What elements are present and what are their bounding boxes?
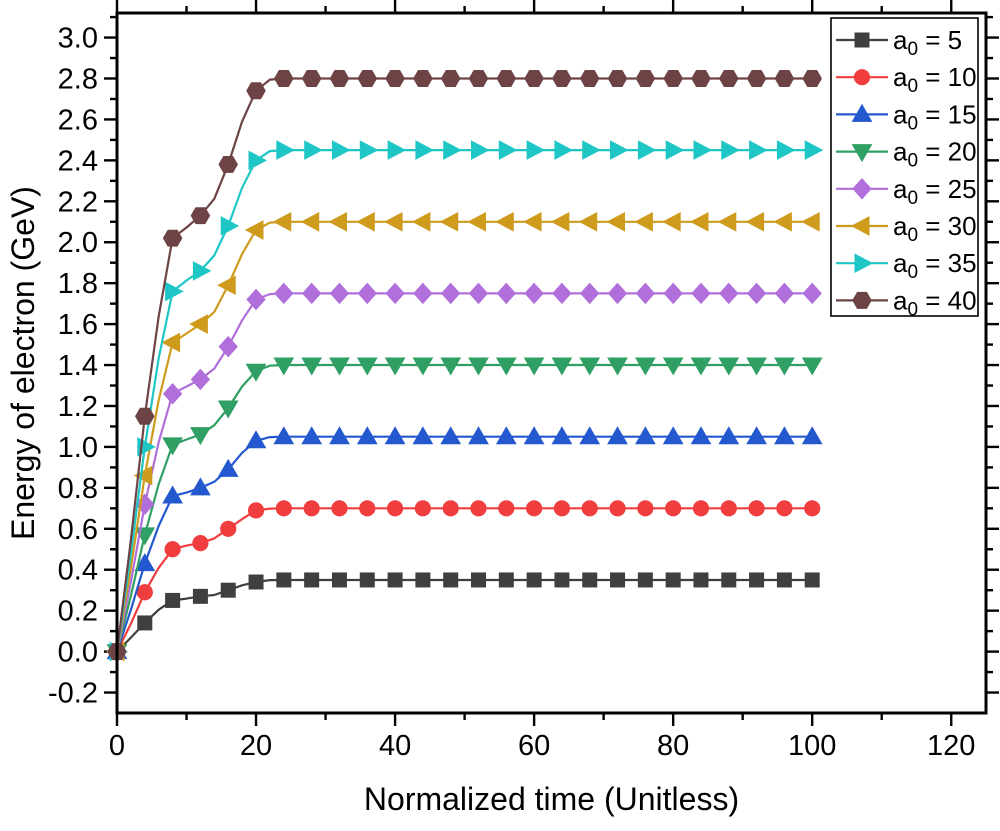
series-a0-30 [105, 211, 820, 662]
svg-text:0.6: 0.6 [58, 514, 98, 546]
svg-text:60: 60 [518, 730, 550, 762]
svg-text:2.6: 2.6 [58, 104, 98, 136]
y-tick-labels: -0.2 0.0 0.2 0.4 0.6 0.8 1.0 1.2 1.4 1.6 1.8 2.0 2.2… [48, 23, 98, 710]
svg-text:2.4: 2.4 [58, 145, 98, 177]
svg-text:0.2: 0.2 [58, 596, 98, 628]
series-a0-40 [107, 70, 822, 661]
legend-entry-a0-40: a0 = 40 [836, 285, 977, 320]
svg-text:2.2: 2.2 [58, 186, 98, 218]
legend-entry-a0-10: a0 = 10 [836, 62, 977, 97]
svg-text:2.0: 2.0 [58, 227, 98, 259]
svg-text:1.2: 1.2 [58, 391, 98, 423]
svg-text:1.8: 1.8 [58, 268, 98, 300]
plot-frame [115, 11, 988, 715]
svg-text:a0 = 20: a0 = 20 [893, 137, 977, 172]
svg-text:20: 20 [240, 730, 272, 762]
svg-text:0.8: 0.8 [58, 473, 98, 505]
svg-text:a0 = 35: a0 = 35 [893, 248, 977, 283]
legend-entry-a0-15: a0 = 15 [836, 99, 977, 134]
legend-entry-a0-25: a0 = 25 [836, 174, 977, 209]
legend-entry-a0-5: a0 = 5 [836, 25, 962, 60]
svg-text:a0 = 40: a0 = 40 [893, 285, 977, 320]
svg-text:a0 = 25: a0 = 25 [893, 174, 977, 209]
svg-text:40: 40 [379, 730, 411, 762]
series-a0-5 [109, 572, 820, 660]
svg-text:0.0: 0.0 [58, 637, 98, 669]
svg-text:3.0: 3.0 [58, 23, 98, 55]
legend-entry-a0-20: a0 = 20 [836, 137, 977, 172]
svg-text:a0 = 30: a0 = 30 [893, 211, 977, 246]
svg-text:1.4: 1.4 [58, 350, 98, 382]
svg-text:0.4: 0.4 [58, 555, 98, 587]
svg-text:-0.2: -0.2 [48, 678, 98, 710]
legend-entry-a0-30: a0 = 30 [836, 211, 977, 246]
x-tick-labels: 0 20 40 60 80 100 120 [109, 730, 976, 762]
svg-text:a0 = 5: a0 = 5 [893, 25, 962, 60]
y-axis-title: Energy of electron (GeV) [5, 186, 41, 540]
svg-text:120: 120 [927, 730, 975, 762]
svg-text:a0 = 15: a0 = 15 [893, 99, 977, 134]
svg-text:1.6: 1.6 [58, 309, 98, 341]
axis-ticks [104, 0, 999, 726]
svg-text:100: 100 [788, 730, 836, 762]
legend-entry-a0-35: a0 = 35 [836, 248, 977, 283]
svg-text:2.8: 2.8 [58, 63, 98, 95]
svg-text:a0 = 10: a0 = 10 [893, 62, 977, 97]
svg-text:80: 80 [657, 730, 689, 762]
svg-text:1.0: 1.0 [58, 432, 98, 464]
series-a0-15 [106, 426, 823, 660]
svg-text:0: 0 [109, 730, 125, 762]
series-a0-25 [107, 282, 822, 663]
x-axis-title: Normalized time (Unitless) [364, 781, 739, 817]
